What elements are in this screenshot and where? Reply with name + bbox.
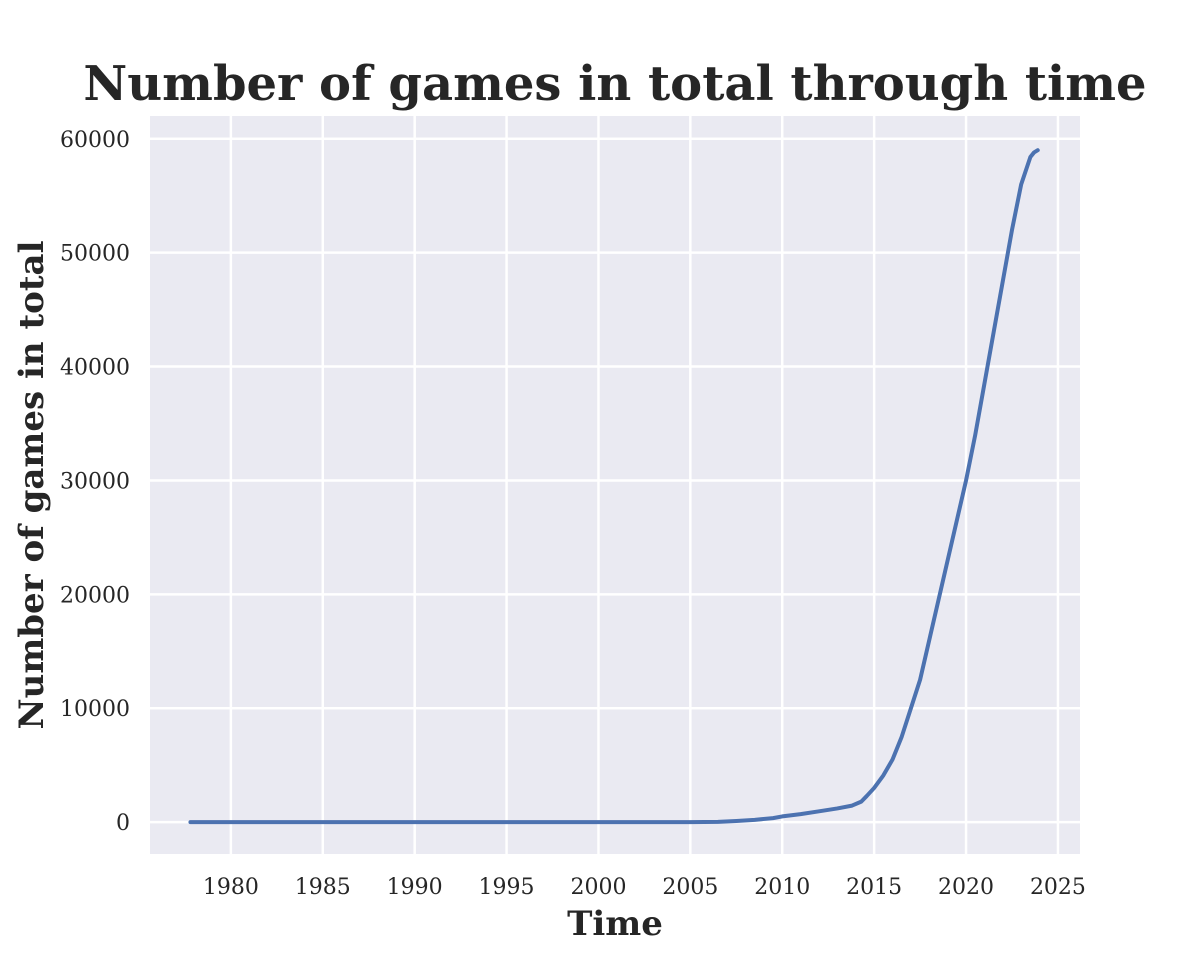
y-tick-label: 0 <box>116 811 130 836</box>
y-tick-label: 50000 <box>60 242 130 267</box>
x-axis-label: Time <box>567 904 663 944</box>
x-tick-label: 2015 <box>846 875 902 900</box>
y-tick-label: 10000 <box>60 697 130 722</box>
plot-area <box>150 116 1080 854</box>
y-tick-label: 20000 <box>60 583 130 608</box>
y-tick-label: 60000 <box>60 128 130 153</box>
x-tick-label: 2025 <box>1030 875 1086 900</box>
series-line <box>188 148 1040 825</box>
x-tick-label: 2005 <box>662 875 718 900</box>
x-tick-label: 2020 <box>938 875 994 900</box>
y-tick-label: 30000 <box>60 469 130 494</box>
y-tick-labels: 0 10000 20000 30000 40000 50000 60000 <box>60 128 130 836</box>
y-axis-label: Number of games in total <box>12 240 52 729</box>
x-tick-label: 1985 <box>295 875 351 900</box>
x-tick-label: 1995 <box>479 875 535 900</box>
x-tick-label: 1990 <box>387 875 443 900</box>
chart-title: Number of games in total through time <box>83 56 1146 112</box>
x-tick-label: 1980 <box>203 875 259 900</box>
x-tick-label: 2000 <box>570 875 626 900</box>
x-tick-labels: 1980 1985 1990 1995 2000 2005 2010 2015 2020 2025 <box>203 875 1086 900</box>
y-tick-label: 40000 <box>60 356 130 381</box>
x-tick-label: 2010 <box>754 875 810 900</box>
